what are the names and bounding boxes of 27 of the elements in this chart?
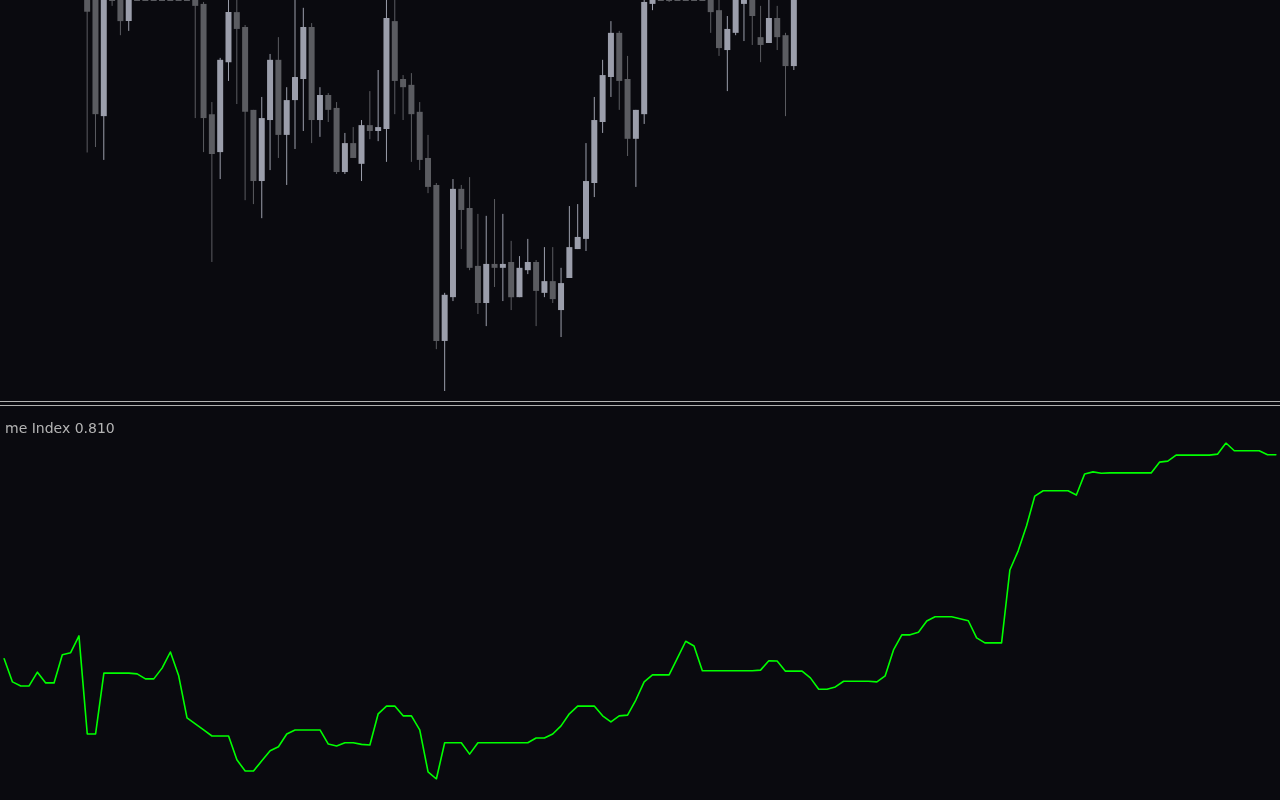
candlestick <box>724 15 731 92</box>
candlestick <box>740 0 747 42</box>
candlestick <box>292 0 298 150</box>
candlestick <box>757 5 764 63</box>
candlestick <box>233 0 240 105</box>
chart-title: me Index 0.810 <box>5 420 115 436</box>
candlestick <box>192 0 199 119</box>
candlestick <box>666 0 673 3</box>
candlestick <box>366 90 373 140</box>
candlestick <box>524 238 531 275</box>
candlestick <box>491 198 498 288</box>
candlestick <box>541 246 548 298</box>
candlestick <box>749 0 756 46</box>
candlestick <box>774 5 781 51</box>
candlestick <box>375 69 382 142</box>
candlestick <box>117 0 124 36</box>
candlestick <box>84 0 91 153</box>
candlestick <box>549 246 556 304</box>
candlestick <box>707 0 714 34</box>
candlestick <box>499 213 506 302</box>
candlestick <box>400 74 407 121</box>
candlestick <box>109 0 116 7</box>
candlestick <box>350 126 357 159</box>
candlestick <box>458 184 465 250</box>
candlestick <box>325 92 332 123</box>
candlestick <box>125 0 132 32</box>
candlestick <box>574 203 581 250</box>
